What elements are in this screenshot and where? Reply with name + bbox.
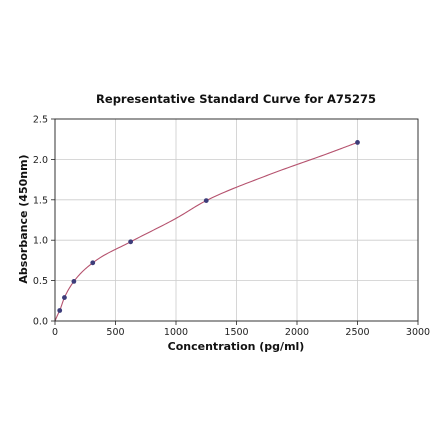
y-axis-label: Absorbance (450nm) xyxy=(17,154,30,283)
y-tick-label: 0.0 xyxy=(33,317,48,328)
x-tick-label: 3000 xyxy=(406,327,430,338)
y-tick-label: 0.5 xyxy=(33,276,48,287)
data-point xyxy=(57,308,63,313)
fit-curve-layer xyxy=(54,141,358,322)
x-tick-label: 2000 xyxy=(285,327,309,338)
data-point xyxy=(71,279,77,284)
y-tick-label: 1.0 xyxy=(33,236,48,247)
data-point xyxy=(128,239,134,245)
x-tick-label: 2500 xyxy=(345,327,369,338)
data-point xyxy=(203,198,209,204)
x-axis-label: Concentration (pg/ml) xyxy=(168,340,305,353)
grid-lines xyxy=(54,118,419,322)
y-tick-label: 2.5 xyxy=(33,115,48,126)
data-point xyxy=(62,295,67,300)
axis-ticks: 0 500 1000 1500 2000 2500 3000 0.0 0.5 1.0 1.5 2.0 2… xyxy=(33,115,430,339)
x-tick-label: 1500 xyxy=(224,327,248,338)
x-tick-label: 500 xyxy=(106,327,124,338)
fit-curve xyxy=(54,141,358,322)
y-tick-label: 2.0 xyxy=(33,155,48,166)
x-tick-label: 1000 xyxy=(164,327,188,338)
data-point xyxy=(90,260,96,266)
data-points xyxy=(57,140,360,313)
y-tick-label: 1.5 xyxy=(33,195,48,206)
data-point xyxy=(355,140,360,145)
chart-title: Representative Standard Curve for A75275 xyxy=(96,92,376,106)
x-tick-label: 0 xyxy=(52,327,58,338)
